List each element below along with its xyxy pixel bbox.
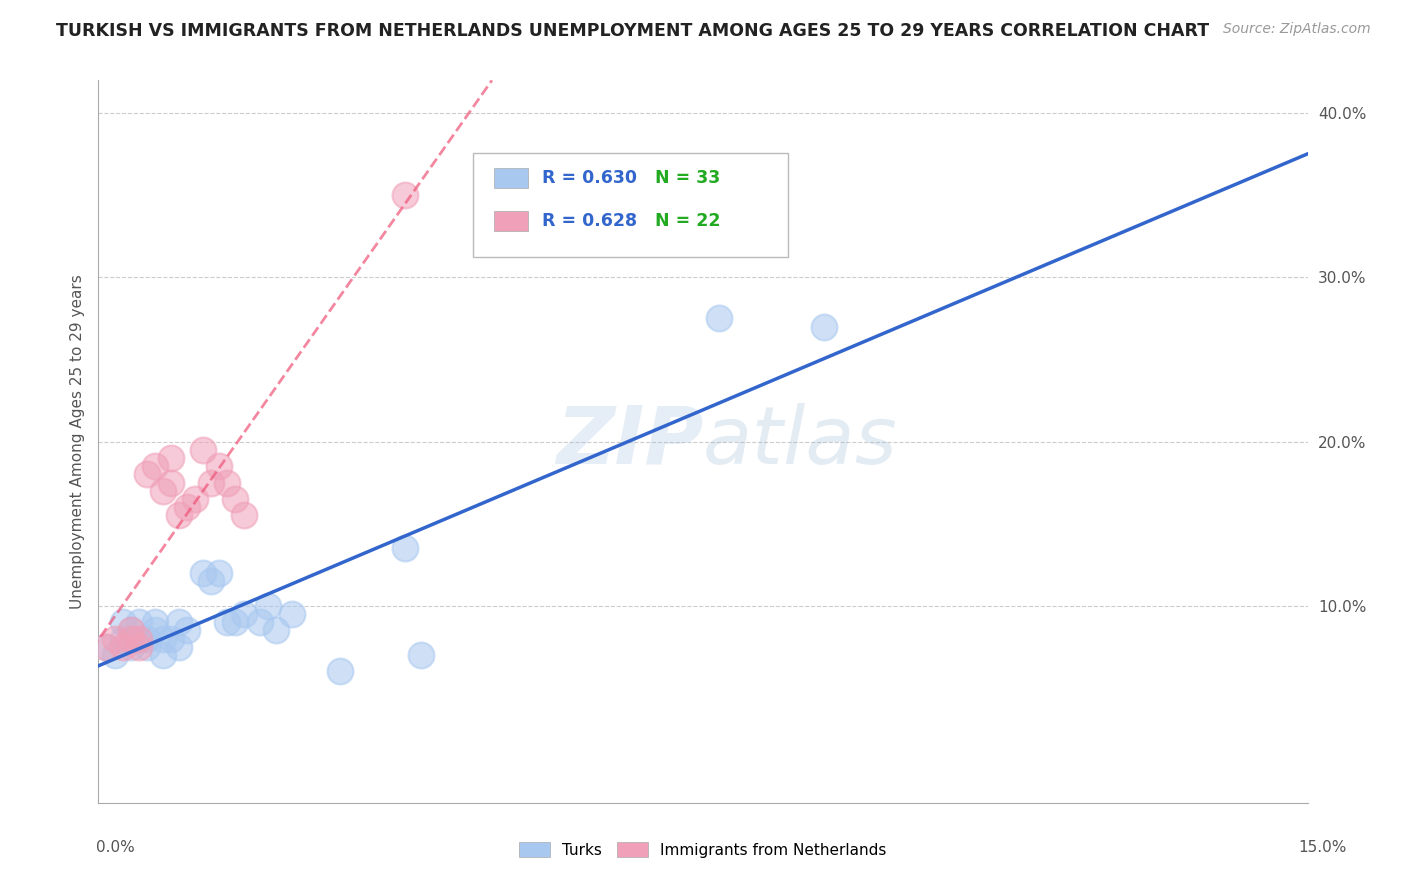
Point xyxy=(224,615,246,630)
Point xyxy=(208,566,231,580)
Point xyxy=(111,640,134,654)
Text: Source: ZipAtlas.com: Source: ZipAtlas.com xyxy=(1223,22,1371,37)
Point xyxy=(281,607,304,621)
Point xyxy=(707,311,730,326)
Point xyxy=(224,491,246,506)
Point xyxy=(135,467,157,482)
Point xyxy=(200,475,222,490)
Point xyxy=(167,508,190,523)
Point xyxy=(135,632,157,646)
Text: N = 22: N = 22 xyxy=(655,212,720,230)
Point xyxy=(217,475,239,490)
Text: ZIP: ZIP xyxy=(555,402,703,481)
Point xyxy=(409,648,432,662)
Point xyxy=(184,491,207,506)
Point xyxy=(128,632,150,646)
Point xyxy=(249,615,271,630)
Point xyxy=(120,624,142,638)
Point xyxy=(120,624,142,638)
Point xyxy=(120,632,142,646)
Text: N = 33: N = 33 xyxy=(655,169,720,186)
Point xyxy=(111,615,134,630)
Point xyxy=(394,188,416,202)
Text: atlas: atlas xyxy=(703,402,898,481)
Point xyxy=(135,640,157,654)
Point xyxy=(128,632,150,646)
Point xyxy=(120,640,142,654)
Point xyxy=(256,599,278,613)
Point xyxy=(111,632,134,646)
Point xyxy=(329,665,352,679)
Point xyxy=(200,574,222,588)
Point xyxy=(217,615,239,630)
Bar xyxy=(494,211,527,231)
Text: R = 0.630: R = 0.630 xyxy=(543,169,637,186)
Point xyxy=(193,442,215,457)
Point xyxy=(394,541,416,556)
Text: 15.0%: 15.0% xyxy=(1299,840,1347,855)
Point xyxy=(208,459,231,474)
Point xyxy=(128,615,150,630)
Point xyxy=(128,640,150,654)
Point xyxy=(160,632,183,646)
Point xyxy=(813,319,835,334)
Point xyxy=(103,648,125,662)
Point xyxy=(152,632,174,646)
Point xyxy=(193,566,215,580)
Point xyxy=(96,640,118,654)
Text: TURKISH VS IMMIGRANTS FROM NETHERLANDS UNEMPLOYMENT AMONG AGES 25 TO 29 YEARS CO: TURKISH VS IMMIGRANTS FROM NETHERLANDS U… xyxy=(56,22,1209,40)
Point xyxy=(143,615,166,630)
Point xyxy=(176,500,198,515)
Point xyxy=(96,640,118,654)
Point xyxy=(167,615,190,630)
Text: 0.0%: 0.0% xyxy=(96,840,135,855)
Point xyxy=(264,624,287,638)
Legend: Turks, Immigrants from Netherlands: Turks, Immigrants from Netherlands xyxy=(513,836,893,863)
Text: R = 0.628: R = 0.628 xyxy=(543,212,637,230)
Y-axis label: Unemployment Among Ages 25 to 29 years: Unemployment Among Ages 25 to 29 years xyxy=(69,274,84,609)
Point xyxy=(143,624,166,638)
Point xyxy=(103,632,125,646)
Point xyxy=(176,624,198,638)
Point xyxy=(152,483,174,498)
Point xyxy=(152,648,174,662)
Point xyxy=(160,450,183,465)
FancyBboxPatch shape xyxy=(474,153,787,257)
Point xyxy=(160,475,183,490)
Point xyxy=(232,508,254,523)
Point xyxy=(143,459,166,474)
Point xyxy=(167,640,190,654)
Point xyxy=(232,607,254,621)
Bar xyxy=(494,168,527,188)
